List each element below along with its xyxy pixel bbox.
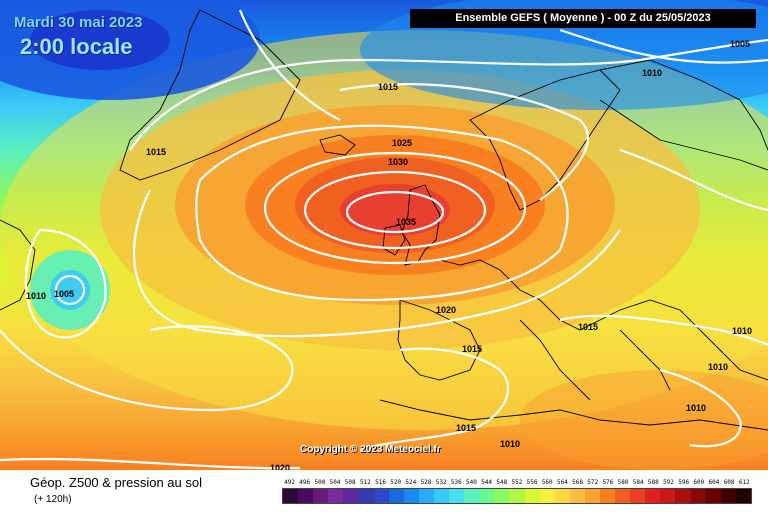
legend-swatches [282,488,752,504]
legend-label: 504 [329,479,341,486]
legend-swatch [660,489,676,503]
legend-swatch [298,489,314,503]
geopotential-fill [0,0,768,470]
copyright-notice: Copyright © 2023 Meteociel.fr [300,444,441,455]
isobar-label: 1025 [392,138,412,148]
legend-label: 584 [632,479,644,486]
legend-swatch [599,489,616,503]
legend-label: 536 [450,479,462,486]
isobar-label: 1010 [500,439,520,449]
legend-label: 544 [481,479,493,486]
legend-label: 580 [617,479,629,486]
legend-swatch [554,489,570,503]
isobar-label: 1010 [732,326,752,336]
legend-swatch [645,489,661,503]
isobar-label: 1005 [54,289,74,299]
legend-label: 560 [541,479,553,486]
isobar-label: 1035 [396,217,416,227]
legend-label: 532 [435,479,447,486]
isobar-label: 1015 [146,147,166,157]
isobar-labels: 1005 1010 1015 1015 1025 1030 1035 1010 … [26,39,752,470]
legend-label: 600 [693,479,705,486]
legend-swatch [403,489,419,503]
isobar-label: 1030 [388,157,408,167]
legend-label: 540 [466,479,477,486]
legend-swatch [615,489,631,503]
legend-swatch [494,489,510,503]
legend-swatch [705,489,721,503]
isobar-label: 1020 [436,305,456,315]
legend-label: 508 [344,479,356,486]
weather-map: 1005 1010 1015 1015 1025 1030 1035 1010 … [0,0,768,470]
chart-title: Géop. Z500 & pression au sol [30,475,202,490]
legend-label: 596 [678,479,690,486]
legend-swatch [283,489,299,503]
legend-swatch [630,489,646,503]
legend-label: 496 [299,479,311,486]
legend-label: 608 [723,479,735,486]
isobar-label: 1010 [642,68,662,78]
legend-label: 572 [587,479,599,486]
forecast-time: 2:00 locale [20,34,133,59]
legend-label: 528 [420,479,432,486]
legend-swatch [539,489,555,503]
legend-swatch [720,489,736,503]
legend-swatch [479,489,495,503]
legend-label: 592 [663,479,674,486]
legend-label: 612 [738,479,750,486]
legend-swatch [675,489,691,503]
legend-swatch [735,489,751,503]
legend-swatch [524,489,540,503]
isobar-label: 1010 [708,362,728,372]
legend-swatch [464,489,480,503]
legend-label: 548 [496,479,508,486]
legend-swatch [418,489,434,503]
legend-label: 576 [602,479,614,486]
forecast-date: Mardi 30 mai 2023 [14,14,143,31]
legend-swatch [388,489,404,503]
isobar-label: 1020 [270,463,290,470]
legend-label: 564 [556,479,568,486]
coastlines [0,9,768,431]
legend-swatch [449,489,465,503]
legend-swatch [358,489,374,503]
legend-swatch [569,489,585,503]
legend-swatch [584,489,600,503]
color-legend: 492 496 500 504 508 512 516 520 524 528 532 536 540 5… [282,479,752,504]
isobar-label: 1015 [462,344,482,354]
legend-label: 568 [572,479,583,486]
legend-swatch [328,489,344,503]
legend-swatch [433,489,450,503]
legend-label: 516 [375,479,386,486]
legend-label: 552 [511,479,523,486]
legend-label: 524 [405,479,417,486]
legend-label: 500 [314,479,326,486]
isobar-label: 1010 [686,403,706,413]
legend-label: 556 [526,479,538,486]
isobar-label: 1015 [378,82,398,92]
forecast-lead-time: (+ 120h) [34,494,72,505]
legend-label: 512 [359,479,371,486]
legend-swatch [373,489,389,503]
legend-labels: 492 496 500 504 508 512 516 520 524 528 532 536 540 5… [282,479,752,486]
isobar-label: 1015 [578,322,598,332]
legend-swatch [690,489,706,503]
legend-label: 588 [647,479,659,486]
legend-swatch [343,489,359,503]
isobar-label: 1010 [26,291,46,301]
isobar-label: 1015 [456,423,476,433]
legend-swatch [509,489,525,503]
legend-label: 520 [390,479,402,486]
isobar-label: 1005 [730,39,750,49]
map-footer: Géop. Z500 & pression au sol (+ 120h) 49… [0,470,768,512]
model-run-banner: Ensemble GEFS ( Moyenne ) - 00 Z du 25/0… [410,9,756,28]
isobars [0,9,768,470]
legend-label: 492 [284,479,295,486]
legend-swatch [313,489,329,503]
legend-label: 604 [708,479,720,486]
